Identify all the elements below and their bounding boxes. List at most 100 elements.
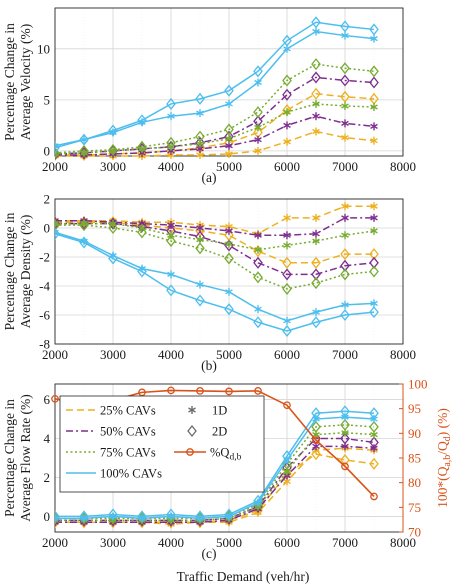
- star-marker-point: [283, 121, 291, 130]
- x-tick-label: 5000: [216, 535, 242, 550]
- y-tick-label: 2: [44, 470, 51, 485]
- diamond-marker-point: [369, 248, 379, 261]
- diamond-marker-point: [253, 106, 263, 119]
- series-line: [55, 30, 375, 147]
- star-marker-point-stroke: [55, 222, 59, 227]
- y2-tick-label: 80: [408, 475, 421, 490]
- y-axis-label: Average Flow Rate (%): [18, 394, 33, 522]
- star-marker-point-stroke: [312, 128, 320, 135]
- y-tick-label: -6: [39, 308, 50, 323]
- x-tick-label: 3000: [100, 159, 126, 174]
- legend-label-2d: 2D: [212, 425, 227, 439]
- diamond-marker-point: [340, 453, 350, 466]
- series-line: [55, 103, 375, 155]
- star-marker-point: [283, 108, 291, 117]
- star-marker-point-stroke: [370, 138, 378, 144]
- star-marker-point-stroke: [254, 247, 262, 253]
- star-marker-point-stroke: [55, 519, 59, 523]
- star-marker-point: [370, 202, 378, 211]
- diamond-marker-point: [224, 123, 234, 136]
- y2-axis-label-part: 100*(Q: [435, 466, 450, 507]
- x-tick-label: 2000: [42, 159, 68, 174]
- legend-box: [59, 395, 265, 493]
- star-marker-point: [225, 226, 233, 235]
- x-tick-label: 2000: [42, 535, 68, 550]
- diamond-marker-point: [195, 510, 205, 523]
- series-line: [55, 231, 375, 322]
- star-marker-point-stroke: [225, 241, 233, 247]
- x-tick-label: 3000: [100, 535, 126, 550]
- star-marker-point-stroke: [225, 143, 233, 149]
- diamond-marker-point: [166, 235, 176, 248]
- star-marker-point: [312, 127, 320, 136]
- x-tick-label: 8000: [390, 347, 416, 362]
- star-marker-point-stroke: [225, 151, 233, 157]
- star-marker-point-stroke: [225, 228, 233, 234]
- star-marker-point: [254, 78, 262, 87]
- star-marker-point-stroke: [254, 232, 262, 238]
- diamond-marker-point: [369, 23, 379, 36]
- diamond-marker-point: [79, 219, 89, 232]
- star-marker-point-stroke: [283, 242, 291, 249]
- star-marker-point-stroke: [138, 515, 146, 521]
- diamond-marker-point: [369, 76, 379, 89]
- diamond-marker-point: [224, 508, 234, 521]
- star-marker-point: [370, 122, 378, 131]
- star-marker-point: [370, 226, 378, 235]
- star-marker-point: [283, 231, 291, 240]
- star-marker-point-stroke: [283, 139, 291, 145]
- y-tick-label: -2: [39, 250, 50, 265]
- y-tick-label: 6: [44, 392, 51, 407]
- star-marker-point-stroke: [312, 309, 320, 315]
- star-marker-point-stroke: [254, 124, 262, 131]
- star-marker-point: [312, 99, 320, 108]
- series-line: [55, 453, 375, 524]
- legend-label: 25% CAVs: [100, 404, 156, 418]
- star-marker-point-stroke: [196, 141, 204, 147]
- y2-axis-label-part: ) (%): [435, 408, 450, 436]
- star-marker-point: [370, 34, 378, 43]
- diamond-marker-point: [369, 436, 379, 449]
- star-marker-point: [341, 202, 349, 211]
- y-tick-label: -4: [39, 279, 50, 294]
- series-line: [55, 416, 375, 520]
- y-axis-label: Percentage Change in: [2, 23, 17, 141]
- star-marker-point: [254, 231, 262, 240]
- y-axis-label: Average Density (%): [18, 215, 33, 329]
- series-line: [55, 21, 375, 149]
- diamond-marker-point: [137, 510, 147, 523]
- diamond-marker-point: [340, 432, 350, 445]
- diamond-marker-point: [340, 20, 350, 33]
- star-marker-point-stroke: [312, 432, 320, 438]
- legend-label-1d: 1D: [212, 404, 227, 418]
- star-marker-point: [370, 136, 378, 145]
- y-tick-label: 5: [44, 92, 51, 107]
- star-marker-point: [283, 137, 291, 146]
- y-tick-label: -8: [39, 337, 50, 352]
- diamond-marker-point: [282, 282, 292, 295]
- diamond-marker-point: [137, 265, 147, 278]
- x-axis-label: Traffic Demand (veh/hr): [177, 569, 310, 584]
- star-marker-point-stroke: [283, 122, 291, 128]
- flow-circle-marker: [370, 492, 378, 501]
- star-marker-point-stroke: [196, 515, 204, 521]
- star-marker-point-stroke: [370, 228, 378, 234]
- star-marker-point-stroke: [254, 137, 262, 143]
- flow-circle-marker: [341, 462, 349, 471]
- diamond-marker-point: [195, 294, 205, 307]
- y-axis-label: Percentage Change in: [2, 212, 17, 330]
- diamond-marker-point: [55, 141, 60, 154]
- star-marker-point-stroke: [254, 306, 262, 312]
- flow-circle-marker: [225, 387, 233, 396]
- diamond-marker-point: [340, 268, 350, 281]
- star-marker-point-stroke: [341, 120, 349, 126]
- x-tick-label: 8000: [390, 535, 416, 550]
- star-marker-point-stroke: [341, 302, 349, 308]
- flow-circle-marker: [196, 387, 204, 395]
- star-marker-point: [196, 280, 204, 289]
- diamond-marker-point: [195, 92, 205, 105]
- x-tick-label: 7000: [332, 159, 358, 174]
- star-marker-point-stroke: [341, 203, 349, 209]
- star-marker-point: [341, 119, 349, 128]
- star-marker-point-stroke: [370, 300, 378, 307]
